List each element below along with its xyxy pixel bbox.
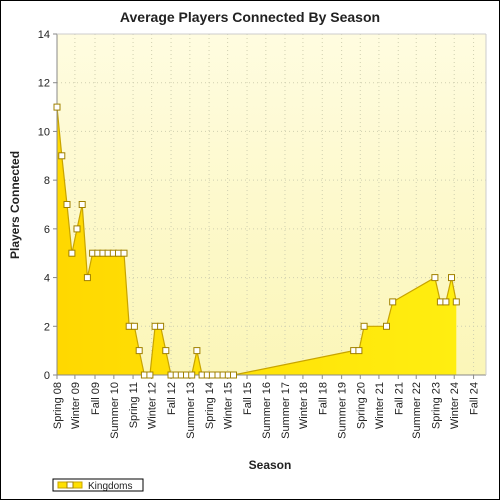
y-tick-label: 4	[44, 273, 50, 285]
x-tick-label: Summer 22	[411, 382, 423, 439]
x-tick-label: Fall 12	[166, 382, 178, 415]
x-axis-ticks: Spring 08 Winter 09 Fall 09 Summer 10 Spring…	[52, 375, 481, 439]
x-tick-label: Spring 23	[431, 382, 443, 429]
data-point-marker	[193, 347, 201, 355]
data-point-marker	[120, 249, 128, 257]
x-tick-label: Fall 09	[90, 382, 102, 415]
x-tick-label: Fall 15	[242, 382, 254, 415]
x-tick-label: Summer 13	[185, 382, 197, 439]
x-tick-label: Winter 12	[147, 382, 159, 429]
data-point-marker	[83, 274, 91, 282]
data-point-marker	[63, 201, 71, 208]
y-tick-label: 12	[38, 78, 50, 90]
x-tick-label: Fall 18	[317, 382, 329, 415]
data-point-marker	[130, 322, 138, 330]
series-area-fill	[57, 107, 457, 375]
legend-marker-icon	[66, 481, 74, 489]
x-tick-label: Winter 21	[374, 382, 386, 429]
x-axis-title: Season	[249, 458, 292, 472]
x-tick-label: Spring 14	[204, 382, 216, 429]
y-tick-label: 0	[44, 370, 50, 382]
x-tick-label: Winter 15	[223, 382, 235, 429]
x-tick-label: Winter 24	[449, 382, 461, 429]
data-point-marker	[389, 298, 397, 306]
data-point-marker	[188, 371, 196, 379]
chart-title: Average Players Connected By Season	[120, 9, 380, 25]
y-tick-label: 14	[38, 29, 50, 41]
data-point-marker	[58, 152, 66, 160]
axes	[56, 33, 487, 376]
data-point-marker	[448, 274, 455, 282]
data-point-marker	[383, 322, 390, 330]
data-point-marker	[452, 298, 460, 306]
data-point-marker	[73, 225, 81, 233]
y-tick-label: 6	[44, 224, 50, 236]
data-point-marker	[442, 298, 450, 306]
y-axis-ticks: 0 2 4 6 8 10 12 14	[38, 29, 57, 382]
data-point-marker	[68, 249, 76, 257]
data-point-marker	[78, 201, 86, 208]
data-point-marker	[360, 322, 368, 330]
x-tick-label: Summer 19	[337, 382, 349, 439]
x-tick-label: Spring 20	[355, 382, 367, 429]
x-tick-label: Spring 08	[52, 382, 64, 429]
data-point-marker	[135, 347, 143, 355]
data-point-marker	[355, 347, 363, 355]
x-tick-label: Summer 10	[109, 382, 121, 439]
y-tick-label: 2	[44, 321, 50, 333]
data-point-marker	[157, 322, 165, 330]
series-markers	[53, 103, 460, 379]
x-tick-label: Winter 09	[70, 382, 82, 429]
y-axis-title: Players Connected	[8, 151, 22, 259]
legend-label: Kingdoms	[88, 481, 132, 492]
x-tick-label: Spring 11	[128, 382, 140, 428]
data-point-marker	[146, 371, 154, 379]
data-point-marker	[431, 274, 439, 282]
x-tick-label: Summer 17	[280, 382, 292, 439]
legend: Kingdoms	[52, 478, 144, 492]
data-point-marker	[162, 347, 170, 355]
x-tick-label: Summer 16	[261, 382, 273, 439]
data-point-marker	[230, 371, 237, 379]
x-tick-label: Fall 24	[469, 382, 481, 415]
x-tick-label: Winter 18	[298, 382, 310, 429]
y-tick-label: 10	[38, 126, 50, 138]
data-point-marker	[53, 103, 61, 111]
y-tick-label: 8	[44, 175, 50, 187]
x-tick-label: Fall 21	[393, 382, 405, 415]
